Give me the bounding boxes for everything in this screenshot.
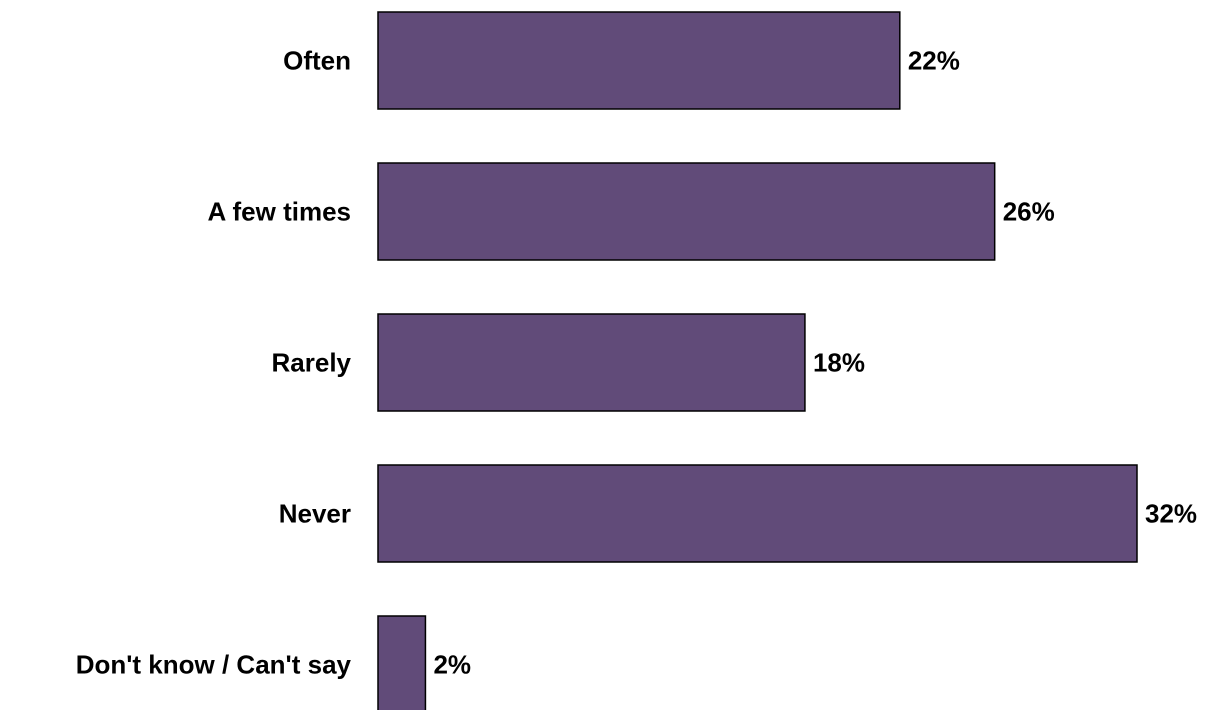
bars-group: [377, 11, 1138, 710]
category-label: Never: [279, 499, 351, 529]
data-label: 18%: [813, 348, 865, 378]
value-labels-group: 22% 26% 18% 32% 2%: [433, 46, 1197, 680]
data-label: 22%: [908, 46, 960, 76]
bar: [377, 464, 1138, 563]
category-label: Rarely: [272, 348, 352, 378]
category-labels-group: Often A few times Rarely Never Don't know / …: [76, 46, 352, 680]
bar: [377, 615, 427, 710]
category-label: Often: [283, 46, 351, 76]
data-label: 2%: [433, 650, 471, 680]
bar: [377, 313, 806, 412]
category-label: Don't know / Can't say: [76, 650, 352, 680]
bar: [377, 162, 996, 261]
data-label: 32%: [1145, 499, 1197, 529]
category-label: A few times: [207, 197, 351, 227]
bar: [377, 11, 901, 110]
data-label: 26%: [1003, 197, 1055, 227]
